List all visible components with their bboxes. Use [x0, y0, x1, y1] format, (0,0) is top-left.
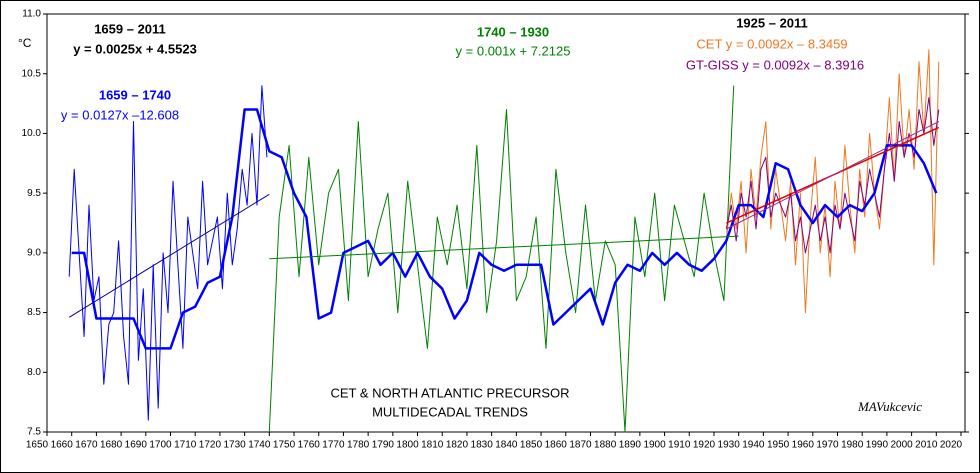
x-tick-label: 1890	[619, 440, 642, 451]
x-tick-label: 1670	[75, 440, 98, 451]
x-tick-label: 1860	[545, 440, 568, 451]
x-tick-label: 1900	[643, 440, 666, 451]
annotation: 1740 – 1930	[477, 24, 549, 39]
y-unit: °C	[18, 36, 32, 50]
x-tick-label: 1930	[718, 440, 741, 451]
annotation: 1925 – 2011	[736, 15, 808, 30]
x-tick-label: 1840	[495, 440, 518, 451]
x-tick-label: 1740	[248, 440, 271, 451]
annotation: MAVukcevic	[857, 399, 922, 414]
series-line	[68, 193, 270, 318]
x-tick-label: 1710	[174, 440, 197, 451]
y-tick-label: 7.5	[27, 427, 41, 438]
x-tick-label: 1980	[841, 440, 864, 451]
y-tick-label: 10.5	[22, 68, 42, 79]
x-tick-label: 1700	[149, 440, 172, 451]
x-tick-label: 1780	[347, 440, 370, 451]
annotation: 1659 – 1740	[99, 87, 171, 102]
x-tick-label: 1680	[100, 440, 123, 451]
x-tick-label: 1760	[298, 440, 321, 451]
series-line	[68, 85, 268, 421]
x-tick-label: 2010	[915, 440, 938, 451]
annotation: MULTIDECADAL TRENDS	[372, 404, 528, 419]
x-tick-label: 1810	[421, 440, 444, 451]
series-line	[726, 121, 940, 230]
y-tick-label: 10.0	[22, 128, 42, 139]
x-tick-label: 1770	[322, 440, 345, 451]
x-tick-label: 1730	[223, 440, 246, 451]
y-tick-label: 11.0	[22, 9, 41, 20]
series-line	[725, 97, 940, 254]
annotation: CET & NORTH ATLANTIC PRECURSOR	[330, 385, 569, 400]
y-tick-label: 9.0	[27, 247, 41, 258]
series-line	[268, 85, 735, 433]
x-tick-label: 1720	[199, 440, 222, 451]
x-tick-label: 2020	[940, 440, 963, 451]
x-tick-label: 1830	[471, 440, 494, 451]
y-tick-label: 8.5	[27, 307, 41, 318]
x-tick-label: 1880	[594, 440, 617, 451]
annotation: 1659 – 2011	[94, 21, 166, 36]
x-tick-label: 1800	[396, 440, 419, 451]
series-line	[71, 108, 938, 350]
plot-area	[46, 13, 966, 433]
annotation: y = 0.0025x + 4.5523	[73, 41, 197, 56]
x-tick-label: 1950	[767, 440, 790, 451]
x-tick-label: 1820	[446, 440, 469, 451]
x-tick-label: 1940	[742, 440, 765, 451]
x-tick-label: 1850	[520, 440, 543, 451]
y-tick-label: 8.0	[27, 367, 41, 378]
annotation: y = 0.0127x –12.608	[61, 107, 179, 122]
series-line	[269, 235, 739, 260]
annotation: CET y = 0.0092x – 8.3459	[696, 36, 847, 51]
x-tick-label: 1660	[51, 440, 74, 451]
x-tick-label: 1870	[569, 440, 592, 451]
x-tick-label: 2000	[890, 440, 913, 451]
x-tick-label: 1650	[26, 440, 49, 451]
x-tick-label: 1690	[125, 440, 148, 451]
x-tick-label: 1790	[372, 440, 395, 451]
x-tick-label: 1970	[816, 440, 839, 451]
x-tick-label: 1910	[668, 440, 691, 451]
x-tick-label: 1960	[792, 440, 815, 451]
y-tick-label: 9.5	[27, 188, 41, 199]
annotation: y = 0.001x + 7.2125	[456, 43, 571, 58]
annotation: GT-GISS y = 0.0092x – 8.3916	[686, 57, 864, 72]
x-tick-label: 1750	[273, 440, 296, 451]
x-tick-label: 1990	[866, 440, 889, 451]
x-tick-label: 1920	[693, 440, 716, 451]
